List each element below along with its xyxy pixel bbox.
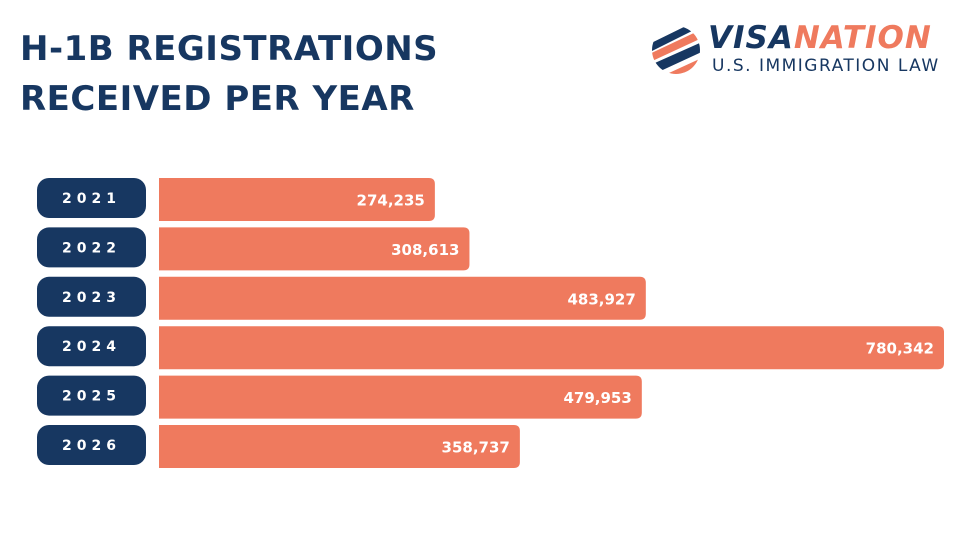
year-pill-2023 [37, 276, 146, 317]
logo-wordmark: VISANATION [708, 20, 932, 56]
visanation-logo: VISANATION U.S. IMMIGRATION LAW [650, 20, 940, 82]
year-label-2025: 2025 [62, 389, 121, 405]
year-label-2022: 2022 [62, 240, 121, 256]
bar-2024 [159, 326, 944, 370]
value-label-2023: 483,927 [567, 290, 635, 308]
year-pill-2024 [37, 326, 146, 367]
bar-2021 [159, 178, 435, 221]
year-pill-2025 [37, 375, 146, 416]
year-label-2026: 2026 [62, 438, 121, 454]
bar-2022 [159, 227, 470, 271]
logo-subtitle: U.S. IMMIGRATION LAW [712, 56, 940, 76]
bar-2025 [159, 375, 642, 419]
year-pill-2022 [37, 227, 146, 268]
year-label-2023: 2023 [62, 290, 121, 306]
year-pill-2021 [37, 178, 146, 218]
bar-2026 [159, 425, 520, 468]
value-label-2024: 780,342 [866, 340, 934, 358]
bar-2023 [159, 276, 646, 320]
value-label-2026: 358,737 [442, 439, 510, 457]
year-label-2024: 2024 [62, 339, 121, 355]
value-label-2022: 308,613 [391, 241, 459, 259]
title-line-2: RECEIVED PER YEAR [20, 79, 415, 119]
title-line-1: H-1B REGISTRATIONS [20, 29, 439, 69]
chart-title: H-1B REGISTRATIONS RECEIVED PER YEAR [20, 24, 438, 124]
value-label-2021: 274,235 [357, 192, 425, 210]
value-label-2025: 479,953 [563, 389, 631, 407]
globe-stripes-icon [652, 26, 700, 74]
year-pill-2026 [37, 425, 146, 465]
year-label-2021: 2021 [62, 191, 121, 207]
